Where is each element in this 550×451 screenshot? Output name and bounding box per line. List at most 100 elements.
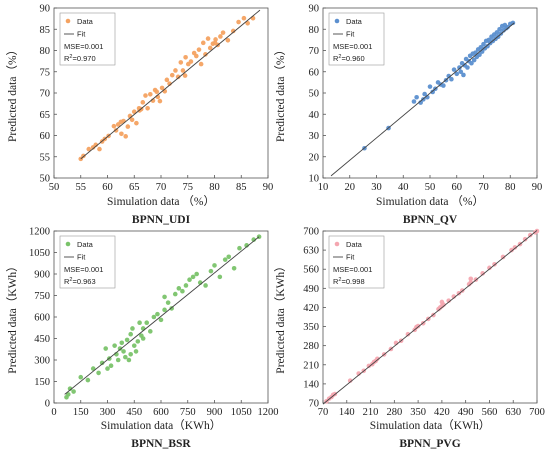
y-tick-label: 300	[34, 356, 50, 367]
legend-data-label: Data	[346, 240, 363, 249]
legend-mse: MSE=0.001	[64, 42, 103, 51]
legend-mse: MSE=0.001	[64, 265, 103, 274]
data-point	[144, 320, 150, 326]
data-point	[121, 349, 126, 354]
data-point	[203, 52, 208, 57]
x-axis-title: Simulation data（KWh）	[101, 419, 221, 432]
y-tick-label: 50	[40, 174, 51, 185]
x-tick-label: 50	[425, 182, 436, 193]
data-point	[237, 245, 242, 251]
data-point	[158, 317, 164, 323]
data-point	[225, 38, 231, 43]
x-tick-label: 420	[434, 407, 450, 418]
data-point	[182, 73, 188, 78]
data-point	[457, 65, 462, 70]
x-tick-label: 70	[156, 182, 167, 193]
y-tick-label: 1200	[29, 227, 50, 238]
x-tick-label: 750	[180, 407, 196, 418]
data-point	[226, 254, 232, 260]
data-point	[167, 81, 172, 86]
data-point	[129, 117, 135, 123]
data-point	[130, 326, 135, 331]
data-point	[441, 83, 446, 88]
data-point	[471, 57, 477, 63]
data-point	[131, 109, 137, 114]
y-tick-label: 60	[40, 131, 51, 142]
data-point	[97, 146, 102, 152]
data-point	[113, 128, 119, 133]
data-point	[485, 43, 490, 49]
data-point	[175, 74, 181, 80]
y-tick-label: 90	[309, 4, 320, 15]
x-tick-label: 70	[478, 182, 489, 193]
data-point	[119, 131, 124, 137]
y-tick-label: 40	[309, 110, 320, 121]
x-tick-label: 80	[209, 182, 220, 193]
data-point	[133, 349, 139, 354]
panel-caption: BPNN_QV	[403, 214, 458, 226]
data-point	[188, 59, 194, 64]
data-point	[137, 320, 142, 326]
x-tick-label: 600	[153, 407, 169, 418]
data-point	[71, 389, 76, 394]
data-point	[505, 24, 510, 30]
data-point	[347, 378, 353, 383]
data-point	[509, 247, 514, 253]
y-tick-label: 30	[309, 131, 320, 142]
data-point	[173, 68, 178, 73]
x-axis-title: Simulation data（KWh）	[370, 419, 490, 432]
data-point	[222, 257, 228, 262]
data-point	[65, 392, 71, 397]
data-point	[178, 60, 184, 65]
data-point	[478, 45, 484, 50]
y-tick-label: 20	[309, 152, 320, 163]
legend-fit-label: Fit	[346, 253, 355, 262]
y-tick-label: 900	[34, 270, 50, 281]
data-point	[487, 265, 492, 271]
data-point	[190, 274, 196, 280]
data-point	[418, 100, 423, 105]
data-point	[143, 93, 148, 98]
data-point	[241, 15, 247, 21]
y-tick-label: 90	[40, 4, 51, 15]
x-tick-label: 900	[207, 407, 223, 418]
data-point	[105, 366, 110, 371]
data-point	[162, 307, 167, 313]
data-point	[86, 146, 92, 152]
data-point	[176, 286, 182, 291]
data-point	[131, 343, 137, 348]
x-tick-label: 490	[458, 407, 474, 418]
data-point	[427, 84, 433, 89]
data-point	[183, 55, 188, 60]
data-point	[148, 329, 153, 334]
data-point	[212, 40, 218, 46]
x-tick-label: 10	[318, 182, 329, 193]
x-tick-label: 85	[236, 182, 247, 193]
y-tick-label: 1050	[29, 248, 50, 259]
x-tick-label: 1050	[231, 407, 252, 418]
y-tick-label: 210	[303, 360, 319, 371]
y-tick-label: 700	[303, 227, 319, 238]
legend-r2: R2=0.963	[64, 277, 96, 286]
x-tick-label: 40	[398, 182, 409, 193]
x-tick-label: 350	[410, 407, 426, 418]
data-point	[155, 311, 160, 317]
data-point	[414, 94, 419, 100]
legend-data-marker	[65, 241, 71, 247]
data-point	[169, 72, 175, 78]
fit-line	[80, 9, 261, 160]
legend-mse: MSE=0.001	[333, 265, 372, 274]
fit-line	[330, 22, 515, 177]
data-point	[165, 300, 171, 305]
y-tick-label: 50	[309, 89, 320, 100]
data-point	[151, 314, 157, 320]
x-tick-label: 280	[386, 407, 402, 418]
legend-mse: MSE=0.001	[333, 42, 372, 51]
data-point	[245, 21, 250, 26]
x-tick-label: 560	[482, 407, 498, 418]
legend-r2: R2=0.998	[333, 277, 365, 286]
legend-data-label: Data	[77, 17, 94, 26]
y-tick-label: 0	[45, 399, 50, 410]
data-point	[145, 106, 150, 111]
legend-fit-label: Fit	[346, 30, 355, 39]
